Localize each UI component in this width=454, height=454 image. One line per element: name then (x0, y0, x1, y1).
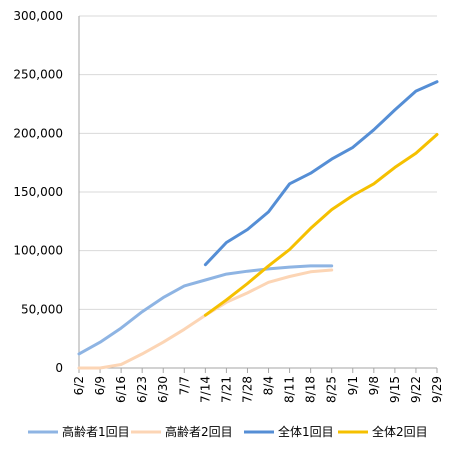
x-tick-label: 6/9 (93, 376, 107, 395)
series-line (77, 268, 334, 370)
y-tick-label: 0 (55, 361, 63, 375)
x-tick-label: 6/2 (72, 376, 86, 395)
grid-lines (79, 15, 437, 310)
legend-item: 全体1回目 (244, 424, 334, 439)
y-tick-label: 50,000 (21, 302, 63, 316)
y-tick-label: 250,000 (13, 68, 63, 82)
x-tick-label: 6/16 (114, 376, 128, 403)
legend-label: 高齢者2回目 (165, 424, 233, 439)
x-tick-label: 9/1 (346, 376, 360, 395)
x-tick-label: 9/15 (388, 376, 402, 403)
x-tick-label: 6/23 (135, 376, 149, 403)
x-tick-label: 7/28 (240, 376, 254, 403)
y-tick-label: 200,000 (13, 126, 63, 140)
y-tick-label: 300,000 (13, 9, 63, 23)
legend-item: 高齢者1回目 (28, 424, 130, 439)
x-tick-label: 8/11 (283, 376, 297, 403)
x-tick-label: 7/7 (177, 376, 191, 395)
y-tick-label: 150,000 (13, 185, 63, 199)
series-高齢者2回目 (77, 268, 334, 370)
series-全体1回目 (203, 80, 439, 267)
x-tick-label: 9/29 (430, 376, 444, 403)
x-tick-label: 8/18 (304, 376, 318, 403)
legend-label: 全体2回目 (372, 424, 428, 439)
x-tick-label: 7/14 (198, 376, 212, 403)
legend: 高齢者1回目 高齢者2回目 全体1回目 全体2回目 (28, 424, 428, 439)
legend-item: 高齢者2回目 (131, 424, 233, 439)
data-series (77, 80, 439, 370)
series-line (203, 80, 439, 267)
x-tick-label: 8/4 (262, 376, 276, 395)
series-高齢者1回目 (77, 264, 334, 356)
x-tick-label: 9/22 (409, 376, 423, 403)
series-line (77, 264, 334, 356)
x-tick-label: 6/30 (156, 376, 170, 403)
legend-label: 全体1回目 (278, 424, 334, 439)
series-全体2回目 (203, 133, 439, 317)
x-tick-label: 7/21 (219, 376, 233, 403)
x-tick-label: 9/8 (367, 376, 381, 395)
legend-label: 高齢者1回目 (62, 424, 130, 439)
x-tick-label: 8/25 (325, 376, 339, 403)
y-tick-label: 100,000 (13, 244, 63, 258)
series-line (203, 133, 439, 317)
axes: 0 50,000 100,000 150,000 200,000 250,000 300,0… (13, 9, 444, 403)
legend-item: 全体2回目 (338, 424, 428, 439)
